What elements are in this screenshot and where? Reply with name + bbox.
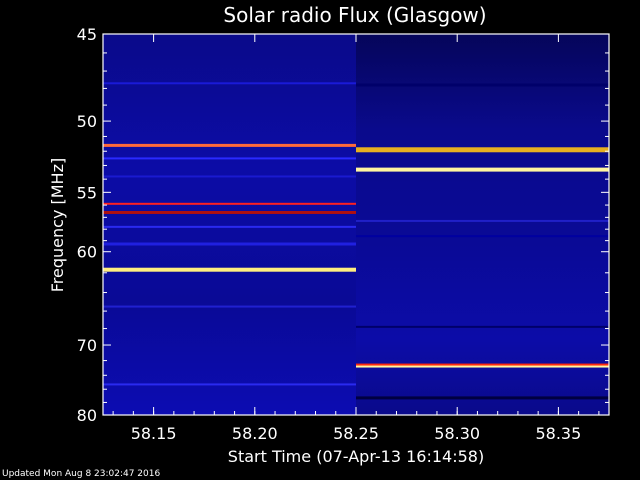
emission-line [356, 147, 609, 153]
emission-line [356, 396, 609, 400]
x-axis-label: Start Time (07-Apr-13 16:14:58) [228, 447, 484, 466]
emission-line [103, 383, 356, 386]
emission-line [356, 83, 609, 87]
emission-line [103, 82, 356, 85]
plot-area [103, 34, 609, 415]
emission-line [103, 305, 356, 308]
y-tick-label: 70 [77, 336, 97, 355]
emission-line [356, 235, 609, 238]
y-tick-label: 50 [77, 112, 97, 131]
x-tick-label: 58.25 [333, 424, 379, 443]
updated-timestamp: Updated Mon Aug 8 23:02:47 2016 [2, 469, 161, 479]
emission-lines [103, 82, 609, 400]
y-tick-label: 45 [77, 25, 97, 44]
emission-line [356, 363, 609, 367]
x-axis: 58.15 58.20 58.25 58.30 58.35 [112, 34, 600, 443]
emission-line [103, 202, 356, 205]
y-tick-label: 60 [77, 243, 97, 262]
x-tick-label: 58.35 [535, 424, 581, 443]
emission-line [103, 267, 356, 272]
y-axis: 45 50 55 60 70 80 [77, 25, 609, 425]
spectrogram-segment [356, 34, 609, 415]
x-tick-label: 58.30 [434, 424, 480, 443]
emission-line [356, 219, 609, 222]
emission-line [103, 157, 356, 160]
emission-line [103, 225, 356, 228]
emission-line [356, 325, 609, 328]
emission-line [356, 365, 609, 368]
x-tick-label: 58.15 [131, 424, 177, 443]
x-tick-label: 58.20 [232, 424, 278, 443]
chart-title: Solar radio Flux (Glasgow) [223, 3, 486, 27]
emission-line [103, 175, 356, 178]
y-axis-label: Frequency [MHz] [48, 158, 67, 292]
emission-line [356, 167, 609, 172]
emission-line [103, 242, 356, 246]
y-tick-label: 80 [77, 406, 97, 425]
emission-line [103, 210, 356, 214]
spectrogram-segment [103, 34, 356, 415]
y-tick-label: 55 [77, 183, 97, 202]
emission-line [103, 143, 356, 147]
